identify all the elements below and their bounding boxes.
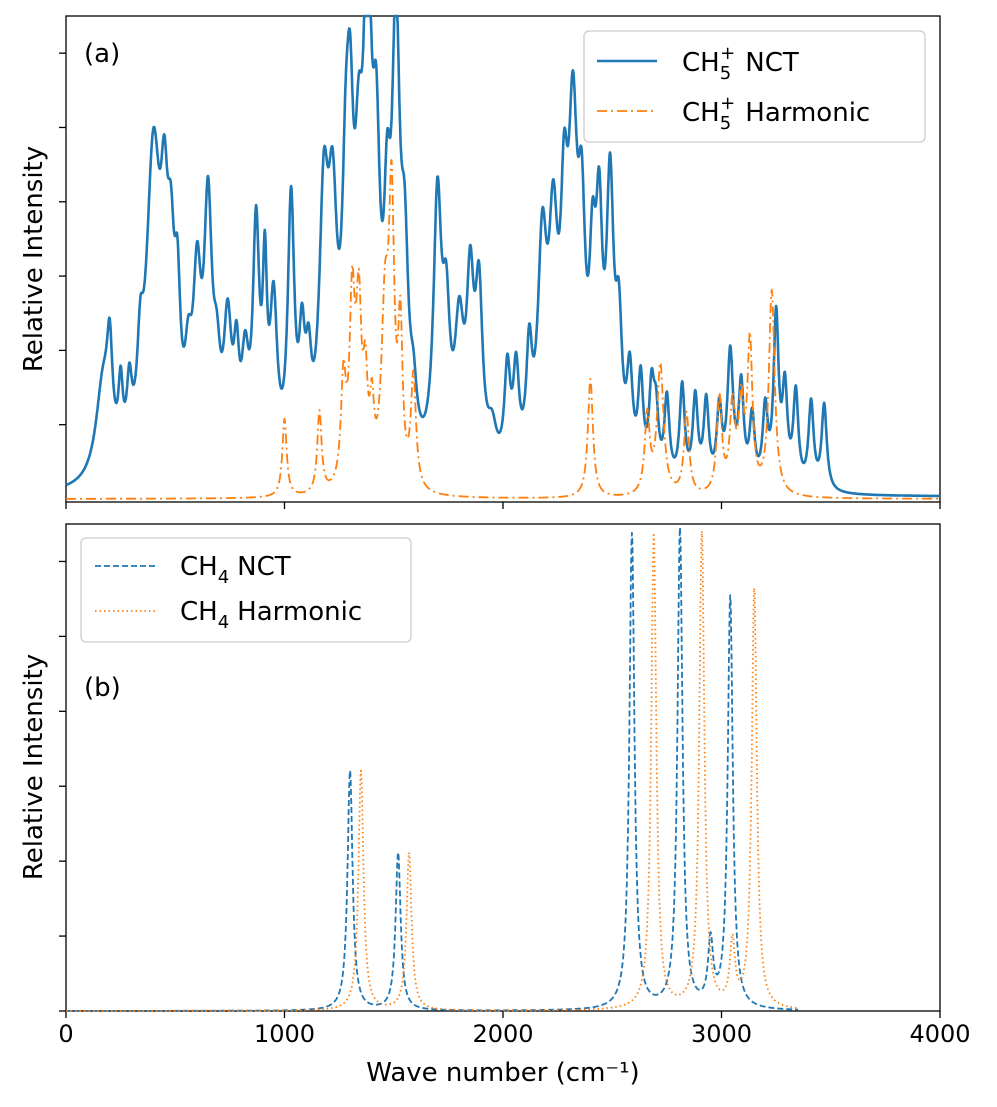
x-tick-label-1000: 1000: [254, 1020, 315, 1048]
panel-a-legend-box: [583, 30, 926, 143]
panel-b-legend: CH4 NCT CH4 Harmonic: [80, 537, 412, 643]
panel-a-x-ticks: [65, 502, 941, 509]
panel-a-series: [65, 14, 941, 500]
panel-b-label: (b): [84, 673, 121, 703]
x-tick-label-4000: 4000: [909, 1020, 970, 1048]
panel-b-y-ticks: [59, 560, 66, 1012]
legend-label-ch4-nct: CH4 NCT: [180, 552, 291, 588]
legend-label-ch5-nct: CH5+ NCT: [682, 43, 799, 84]
panel-b-series-harmonic-line: [65, 530, 799, 1012]
panel-b: (b) Relative Intensity CH4 NCT CH4 Harmoni…: [19, 523, 941, 1018]
panel-b-series: [65, 526, 799, 1012]
panel-b-y-axis-label: Relative Intensity: [19, 654, 49, 880]
x-tick-label-0: 0: [58, 1020, 73, 1048]
panel-b-legend-box: [80, 537, 412, 643]
panel-a: (a) Relative Intensity CH5+ NCT CH5+ Harmo…: [19, 14, 941, 509]
panel-a-series-harmonic-line: [65, 159, 941, 500]
legend-label-ch4-harmonic: CH4 Harmonic: [180, 597, 362, 633]
panel-a-y-axis-label: Relative Intensity: [19, 146, 49, 372]
panel-a-label: (a): [84, 39, 120, 69]
x-axis-label: Wave number (cm⁻¹): [366, 1058, 639, 1088]
panel-a-y-ticks: [59, 52, 66, 426]
panel-a-series-nct-line: [65, 14, 941, 498]
panel-a-legend: CH5+ NCT CH5+ Harmonic: [583, 30, 926, 143]
x-tick-label-2000: 2000: [472, 1020, 533, 1048]
legend-label-ch5-harmonic: CH5+ Harmonic: [682, 93, 870, 134]
x-tick-labels: 0 1000 2000 3000 4000: [58, 1020, 970, 1048]
panel-b-x-ticks: [65, 1011, 941, 1018]
x-tick-label-3000: 3000: [691, 1020, 752, 1048]
